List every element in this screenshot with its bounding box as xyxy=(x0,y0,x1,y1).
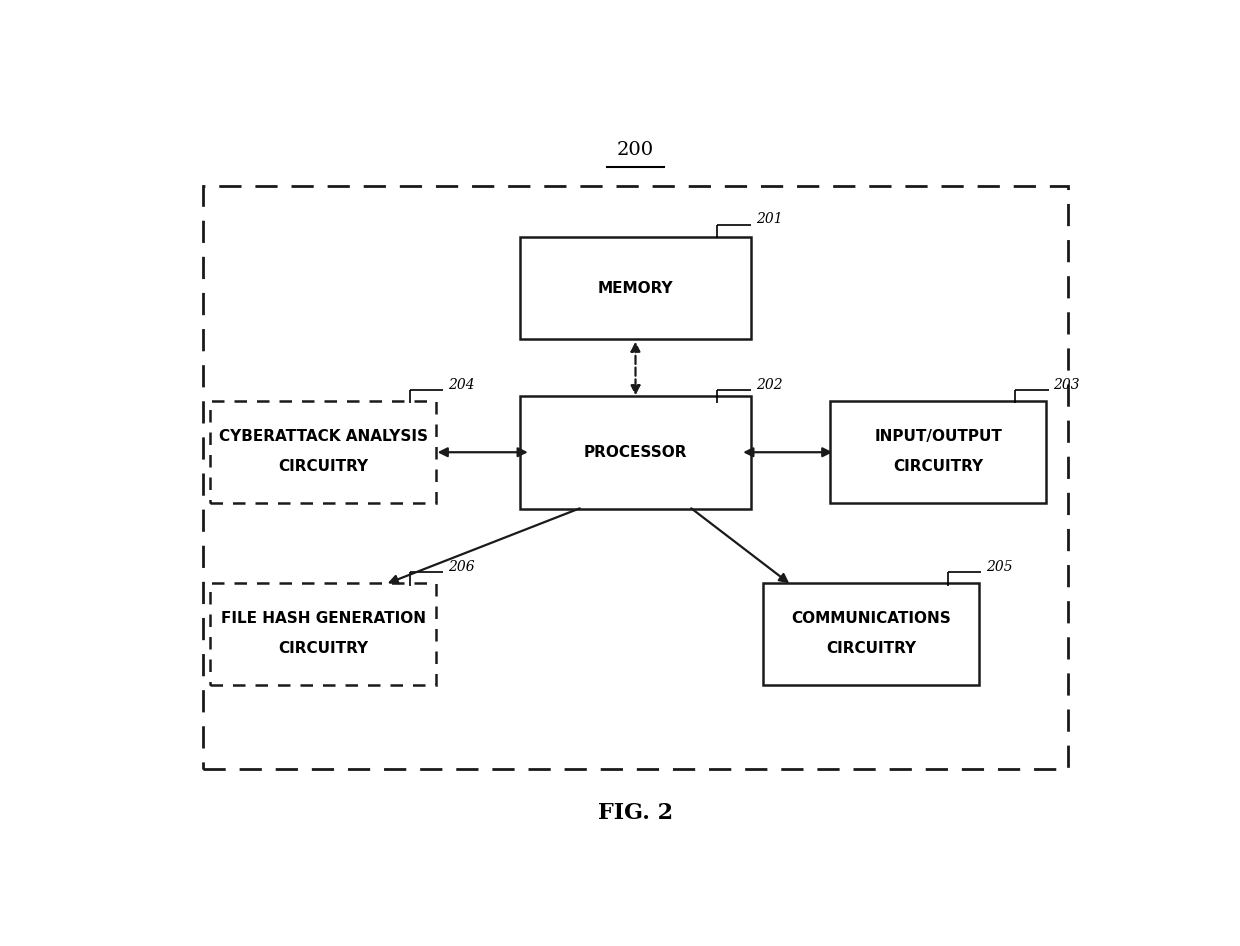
Text: 200: 200 xyxy=(618,141,653,159)
Text: COMMUNICATIONS: COMMUNICATIONS xyxy=(791,611,951,626)
Bar xyxy=(211,401,436,503)
Text: 203: 203 xyxy=(1054,377,1080,392)
Text: CIRCUITRY: CIRCUITRY xyxy=(278,641,368,657)
Text: 201: 201 xyxy=(755,213,782,226)
Text: CYBERATTACK ANALYSIS: CYBERATTACK ANALYSIS xyxy=(218,429,428,444)
Bar xyxy=(211,584,436,685)
Text: CIRCUITRY: CIRCUITRY xyxy=(278,460,368,474)
Bar xyxy=(521,395,751,509)
Text: 206: 206 xyxy=(448,560,475,574)
Text: CIRCUITRY: CIRCUITRY xyxy=(826,641,916,657)
Text: PROCESSOR: PROCESSOR xyxy=(584,445,687,460)
Text: 204: 204 xyxy=(448,377,475,392)
Text: FIG. 2: FIG. 2 xyxy=(598,802,673,824)
Text: MEMORY: MEMORY xyxy=(598,281,673,296)
Bar xyxy=(521,237,751,340)
Text: 205: 205 xyxy=(986,560,1013,574)
Text: 202: 202 xyxy=(755,377,782,392)
Bar xyxy=(763,584,980,685)
Text: FILE HASH GENERATION: FILE HASH GENERATION xyxy=(221,611,425,626)
Bar xyxy=(830,401,1047,503)
Text: INPUT/OUTPUT: INPUT/OUTPUT xyxy=(874,429,1002,444)
Text: CIRCUITRY: CIRCUITRY xyxy=(893,460,983,474)
Bar xyxy=(203,186,1068,769)
